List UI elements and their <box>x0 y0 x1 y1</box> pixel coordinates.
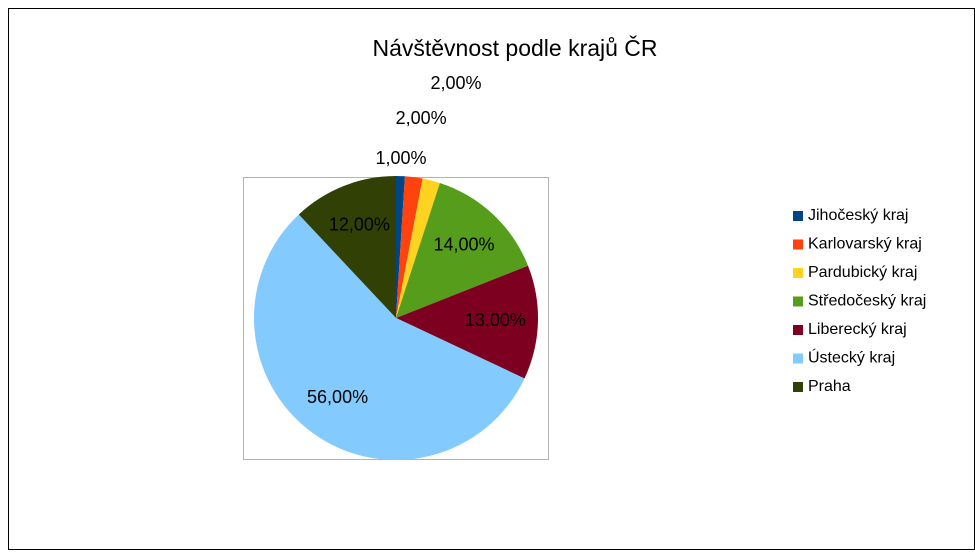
legend-label: Praha <box>808 378 851 395</box>
data-label: 1,00% <box>375 148 426 168</box>
data-label: 2,00% <box>396 108 447 128</box>
legend-label: Karlovarský kraj <box>808 236 922 253</box>
pie-slice <box>253 214 525 460</box>
chart-title: Návštěvnost podle krajů ČR <box>372 34 657 61</box>
legend-label: Ústecký kraj <box>808 348 895 367</box>
legend-swatch <box>793 325 803 335</box>
data-label: 13,00% <box>465 310 526 330</box>
data-label: 14,00% <box>434 234 495 254</box>
legend-label: Pardubický kraj <box>808 264 917 281</box>
legend-swatch <box>793 296 803 307</box>
legend-swatch <box>793 382 803 392</box>
pie-slice <box>396 176 405 318</box>
legend-label: Liberecký kraj <box>808 321 907 338</box>
legend-label: Středočeský kraj <box>808 293 926 310</box>
pie-slice <box>298 176 396 318</box>
data-label: 2,00% <box>431 73 482 93</box>
legend-label: Jihočeský kraj <box>808 207 908 224</box>
legend-swatch <box>793 239 803 250</box>
pie-slice <box>396 265 538 379</box>
pie-slice <box>396 178 440 318</box>
pie-slice <box>396 182 529 318</box>
legend-swatch <box>793 268 803 278</box>
data-label: 56,00% <box>307 387 368 407</box>
legend-swatch <box>793 353 803 364</box>
pie-slice <box>396 176 423 318</box>
data-label: 12,00% <box>329 214 390 234</box>
legend-swatch <box>793 211 803 221</box>
